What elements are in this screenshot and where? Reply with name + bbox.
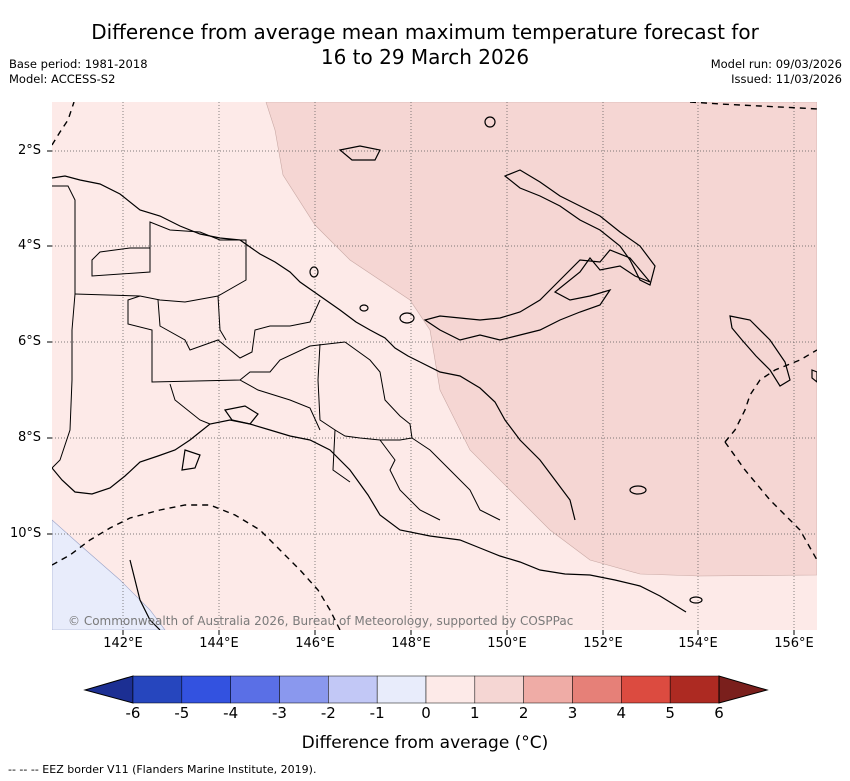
colorbar-label: Difference from average (°C): [301, 733, 549, 753]
lat-label: 6°S: [18, 334, 42, 349]
colorbar-cell: [474, 675, 524, 704]
colorbar-cell: [669, 675, 720, 704]
eez-footnote: -- -- -- EEZ border V11 (Flanders Marine…: [8, 763, 317, 776]
issued-date: Issued: 11/03/2026: [731, 72, 842, 86]
colorbar-tick-label: 5: [665, 704, 675, 722]
colorbar-tick-label: 4: [616, 704, 627, 722]
lon-label: 142°E: [103, 636, 143, 651]
lat-label: 8°S: [18, 430, 42, 445]
colorbar-tick-label: 6: [714, 704, 724, 722]
colorbar-min-extension: [83, 675, 134, 704]
colorbar-cell: [621, 675, 671, 704]
colorbar-cell: [425, 675, 476, 704]
lat-label: 4°S: [18, 238, 42, 253]
copyright-notice: © Commonwealth of Australia 2026, Bureau…: [68, 614, 574, 628]
colorbar-cell: [523, 675, 573, 704]
colorbar-cell: [230, 675, 280, 704]
anomaly-zone-1-to-2: [265, 102, 817, 577]
gridlines: [52, 102, 817, 630]
colorbar-cell: [572, 675, 622, 704]
province-boundaries: [52, 185, 501, 521]
lon-label: 150°E: [487, 636, 527, 651]
colorbar-tick-label: 0: [421, 704, 431, 722]
model-run: Model run: 09/03/2026: [710, 57, 842, 71]
colorbar-tick-label: -1: [369, 704, 385, 722]
base-period: Base period: 1981-2018: [9, 57, 148, 71]
colorbar-tick-label: 1: [470, 704, 480, 722]
colorbar-cell: [279, 675, 329, 704]
colorbar-cell: [181, 675, 231, 704]
lon-label: 148°E: [391, 636, 431, 651]
colorbar-tick-label: -5: [174, 704, 190, 722]
colorbar-cell: [132, 675, 183, 704]
axis-ticks: [47, 150, 795, 635]
title-line-2: 16 to 29 March 2026: [320, 45, 530, 69]
colorbar-cells: [132, 675, 720, 704]
map-plot: [52, 102, 817, 630]
lon-label: 154°E: [678, 636, 718, 651]
colorbar-tick-label: 2: [518, 704, 529, 722]
lon-label: 152°E: [583, 636, 623, 651]
colorbar-tick-label: -3: [272, 704, 287, 722]
colorbar-cell: [376, 675, 427, 704]
map-title: Difference from average mean maximum tem…: [0, 20, 850, 70]
coastlines: [52, 116, 817, 630]
colorbar-tick-label: 3: [567, 704, 578, 722]
lon-label: 156°E: [774, 636, 814, 651]
colorbar-tick-label: -6: [125, 704, 141, 722]
colorbar-tick-label: -2: [320, 704, 336, 722]
eez-borders: [52, 102, 817, 630]
lat-label: 2°S: [18, 143, 42, 158]
lat-label: 10°S: [10, 526, 42, 541]
lon-label: 146°E: [295, 636, 335, 651]
meta-left: Base period: 1981-2018 Model: ACCESS-S2: [9, 57, 148, 87]
colorbar-cell: [328, 675, 378, 704]
colorbar: [83, 675, 769, 704]
model-name: Model: ACCESS-S2: [9, 72, 116, 86]
lon-label: 144°E: [199, 636, 239, 651]
meta-right: Model run: 09/03/2026 Issued: 11/03/2026: [711, 57, 842, 87]
colorbar-tick-label: -4: [223, 704, 239, 722]
colorbar-max-extension: [718, 675, 769, 704]
title-line-1: Difference from average mean maximum tem…: [91, 20, 759, 44]
